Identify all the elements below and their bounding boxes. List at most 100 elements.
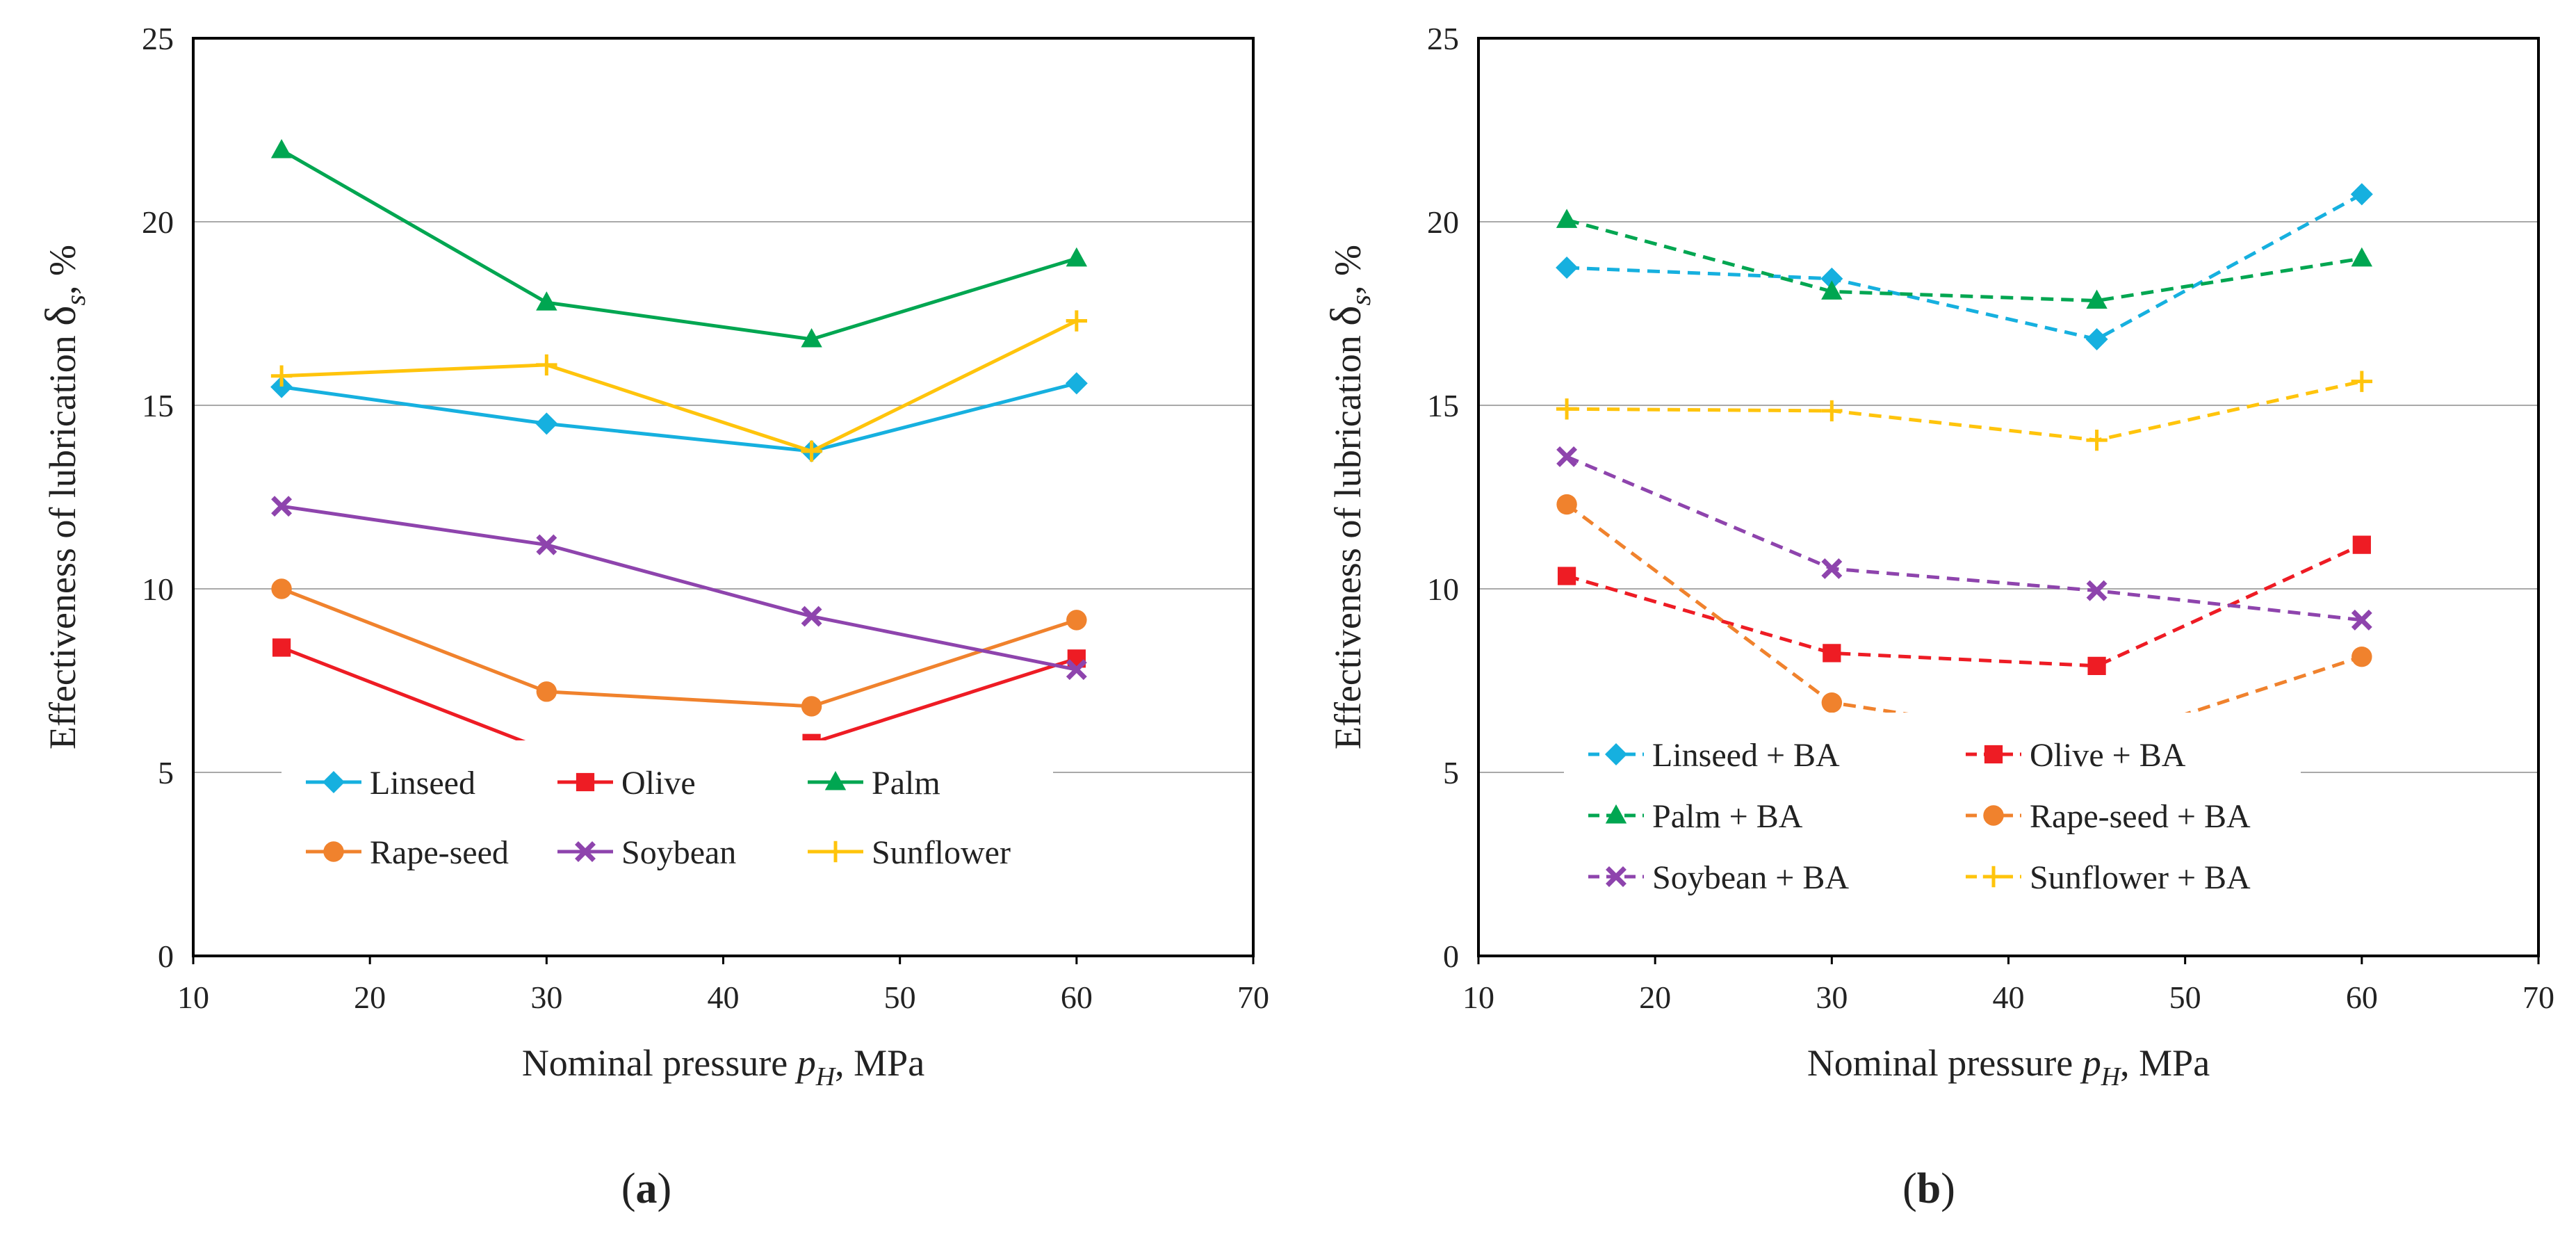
data-point [1556, 398, 1578, 420]
data-point [1556, 209, 1578, 228]
data-point [536, 681, 557, 702]
series-line [1567, 380, 2363, 442]
data-point [2087, 656, 2106, 675]
y-tick-label: 0 [1443, 939, 1459, 974]
series-line [1566, 543, 2363, 668]
y-tick-label: 25 [142, 21, 174, 56]
x-tick-label: 70 [2522, 980, 2554, 1015]
legend-label: Sunflower [872, 834, 1011, 871]
legend-marker [1984, 745, 2003, 764]
caption-paren-open: ( [1902, 1165, 1917, 1212]
y-tick-label: 5 [158, 755, 174, 790]
data-point [1821, 280, 1843, 300]
y-tick-label: 15 [1427, 388, 1459, 423]
data-point [536, 354, 557, 376]
data-point [2351, 646, 2372, 667]
x-label-variable: p [2080, 1042, 2101, 1084]
data-point [801, 606, 822, 627]
legend: Linseed + BA Olive + BA Palm + BA Rape-seed… [1564, 713, 2301, 914]
legend-marker [1606, 866, 1627, 887]
y-tick-label: 25 [1427, 21, 1459, 56]
legend-entry: Soybean + BA [1588, 859, 1849, 896]
series-palm-ba [1556, 209, 2373, 309]
x-tick-label: 20 [1639, 980, 1671, 1015]
data-point [536, 534, 557, 555]
x-tick-label: 10 [1462, 980, 1494, 1015]
caption-paren-open: ( [621, 1165, 636, 1212]
legend-marker [1983, 805, 2004, 826]
data-point [2086, 580, 2108, 601]
y-label-subscript: s [1345, 295, 1376, 306]
data-point [2352, 535, 2371, 554]
data-point [1821, 692, 1843, 713]
legend-entry: Linseed + BA [1588, 737, 1840, 774]
data-point [535, 412, 558, 435]
data-point [1556, 446, 1578, 467]
x-label-unit: , MPa [835, 1042, 924, 1084]
x-tick-label: 50 [884, 980, 916, 1015]
legend: Linseed Olive Palm Rape-seed Soybean Sunflowe… [282, 740, 1053, 897]
y-label-text: Effectiveness of lubrication [1327, 326, 1369, 749]
data-point [1820, 267, 1843, 290]
y-label-unit: , % [1327, 245, 1369, 295]
chart-panel-b: Linseed + BA Olive + BA Palm + BA Rape-seed… [1323, 21, 2554, 1212]
caption-letter: a [636, 1165, 658, 1212]
series-line [1565, 503, 2363, 745]
data-point [801, 696, 822, 717]
legend-marker [323, 841, 344, 862]
x-label-unit: , MPa [2120, 1042, 2210, 1084]
chart-panel-a: Linseed Olive Palm Rape-seed Soybean Sunflowe… [38, 21, 1269, 1212]
legend-marker [824, 771, 847, 790]
x-label-text: Nominal pressure [1807, 1042, 2082, 1084]
y-tick-label: 15 [142, 388, 174, 423]
y-axis-label: Effectiveness of lubrication δs, % [1323, 245, 1376, 749]
data-point [270, 365, 293, 387]
data-point [1556, 257, 1579, 279]
legend-background [282, 740, 1053, 897]
series-line [281, 504, 1077, 672]
series-soybean-ba [1556, 446, 2372, 631]
legend-label: Palm + BA [1652, 798, 1803, 835]
legend-label: Linseed + BA [1652, 737, 1840, 774]
legend-label: Olive + BA [2030, 737, 2186, 774]
series-line [281, 587, 1077, 708]
legend-marker [576, 772, 595, 792]
legend-entry: Rape-seed [306, 834, 509, 871]
data-point [1821, 558, 1843, 579]
data-point [1066, 659, 1087, 681]
legend-entry: Palm + BA [1588, 798, 1803, 835]
series-sunflower [270, 310, 1088, 462]
data-point [801, 440, 822, 462]
data-point [270, 375, 293, 398]
legend-entry: Olive [557, 765, 696, 802]
legend-entry: Linseed [306, 765, 475, 802]
data-point [1065, 372, 1088, 395]
y-label-unit: , % [42, 245, 83, 295]
legend-marker [824, 841, 847, 863]
y-tick-label: 20 [142, 204, 174, 240]
legend-label: Rape-seed [370, 834, 509, 871]
data-point [2351, 247, 2373, 267]
series-line [281, 319, 1077, 453]
x-axis-label: Nominal pressure pH, MPa [1807, 1042, 2210, 1091]
x-label-subscript: H [815, 1062, 837, 1091]
x-tick-label: 40 [1993, 980, 2025, 1015]
data-point [1557, 567, 1576, 585]
data-point [1821, 400, 1843, 422]
data-point [801, 327, 822, 348]
series-line [1566, 193, 2363, 341]
legend-entry: Olive + BA [1966, 737, 2186, 774]
data-point [2350, 183, 2373, 206]
y-tick-label: 10 [1427, 571, 1459, 607]
legend-marker [1605, 804, 1627, 824]
legend-marker [1982, 866, 2005, 888]
x-tick-label: 10 [177, 980, 209, 1015]
series-line [1566, 455, 2363, 622]
x-label-text: Nominal pressure [522, 1042, 797, 1084]
legend-label: Soybean [621, 834, 736, 871]
x-tick-label: 70 [1237, 980, 1269, 1015]
x-axis-label: Nominal pressure pH, MPa [522, 1042, 924, 1091]
legend-label: Rape-seed + BA [2030, 798, 2251, 835]
data-point [1066, 247, 1088, 267]
